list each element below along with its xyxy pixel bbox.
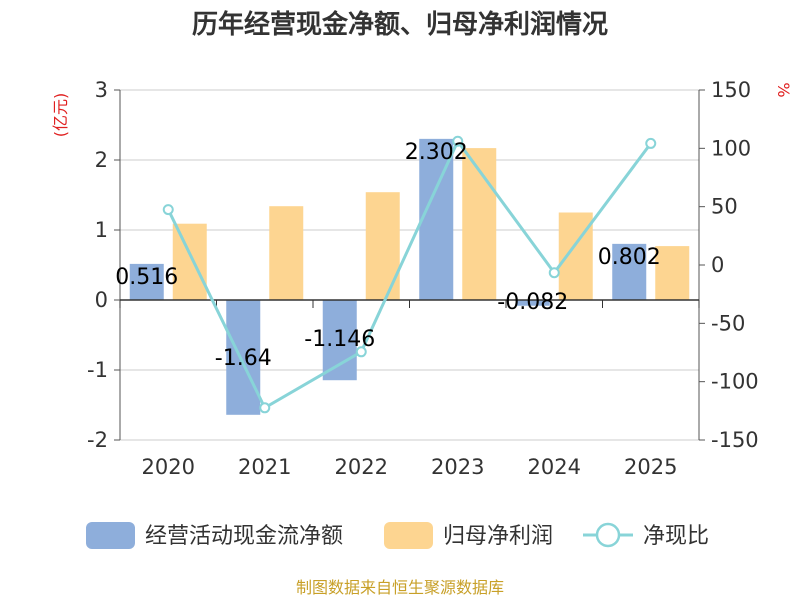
data-label-cashflow-2022: -1.146 <box>304 327 375 352</box>
bars <box>129 138 690 415</box>
tick-labels: -2 -1 0 1 2 3 -150 -100 -50 0 50 100 150 2020 2021 2022… <box>87 78 759 479</box>
left-tick-label: 1 <box>95 218 108 242</box>
gridlines <box>120 89 699 441</box>
right-axis-unit: % <box>774 82 793 97</box>
legend-item-net-profit[interactable]: 归母净利润 <box>384 522 553 549</box>
ratio-point-2023 <box>452 135 464 147</box>
left-axis-unit: (亿元) <box>51 93 70 138</box>
legend-label-ratio: 净现比 <box>643 524 709 549</box>
legend[interactable]: 经营活动现金流净额 归母净利润 净现比 <box>86 522 709 549</box>
left-tick-label: 3 <box>95 78 108 102</box>
left-tick-label: -2 <box>87 428 108 452</box>
bar-cashflow-2025 <box>612 243 647 300</box>
ratio-point-2021 <box>259 402 271 414</box>
bar-cashflow-2024 <box>515 300 550 306</box>
x-tick-label: 2021 <box>238 455 291 479</box>
legend-swatch-cashflow <box>86 522 135 549</box>
ratio-point-2020 <box>162 204 174 216</box>
x-tick-label: 2023 <box>431 455 484 479</box>
chart-title: 历年经营现金净额、归母净利润情况 <box>192 9 608 40</box>
right-tick-label: 100 <box>711 136 751 160</box>
bar-net-profit-2022 <box>365 192 400 300</box>
ratio-point-2024 <box>548 267 560 279</box>
bar-net-profit-2023 <box>462 148 497 300</box>
data-label-cashflow-2020: 0.516 <box>115 265 178 290</box>
ratio-line <box>162 135 657 414</box>
right-tick-label: 50 <box>711 195 738 219</box>
legend-swatch-net-profit <box>384 522 433 549</box>
bar-cashflow-2022 <box>322 300 357 381</box>
data-labels: 0.516 -1.64 -1.146 2.302 -0.082 0.802 <box>115 140 660 371</box>
x-tick-label: 2025 <box>624 455 677 479</box>
right-tick-label: -50 <box>711 311 745 335</box>
bar-cashflow-2020 <box>129 263 164 300</box>
bar-cashflow-2021 <box>226 300 261 415</box>
legend-label-net-profit: 归母净利润 <box>443 524 553 549</box>
right-tick-label: 0 <box>711 253 724 277</box>
ratio-point-2022 <box>355 346 367 358</box>
legend-label-cashflow: 经营活动现金流净额 <box>145 524 343 549</box>
x-tick-label: 2022 <box>335 455 388 479</box>
right-tick-label: -100 <box>711 370 759 394</box>
left-tick-label: 2 <box>95 148 108 172</box>
data-label-cashflow-2023: 2.302 <box>405 140 468 165</box>
legend-item-cashflow[interactable]: 经营活动现金流净额 <box>86 522 343 549</box>
left-tick-label: -1 <box>87 358 108 382</box>
bar-net-profit-2020 <box>172 223 207 300</box>
source-note: 制图数据来自恒生聚源数据库 <box>296 578 504 597</box>
bar-net-profit-2025 <box>655 246 690 300</box>
x-tick-label: 2024 <box>528 455 581 479</box>
data-label-cashflow-2021: -1.64 <box>215 346 272 371</box>
left-tick-label: 0 <box>95 288 108 312</box>
right-tick-label: -150 <box>711 428 759 452</box>
x-tick-label: 2020 <box>142 455 195 479</box>
ratio-point-2025 <box>645 137 657 149</box>
legend-swatch-ratio-marker <box>595 522 621 548</box>
axes <box>114 89 705 441</box>
data-label-cashflow-2024: -0.082 <box>497 290 568 315</box>
right-tick-label: 150 <box>711 78 751 102</box>
data-label-cashflow-2025: 0.802 <box>598 245 661 270</box>
legend-item-ratio[interactable]: 净现比 <box>583 522 709 549</box>
ratio-line-path <box>166 138 652 410</box>
bar-net-profit-2021 <box>269 206 304 300</box>
